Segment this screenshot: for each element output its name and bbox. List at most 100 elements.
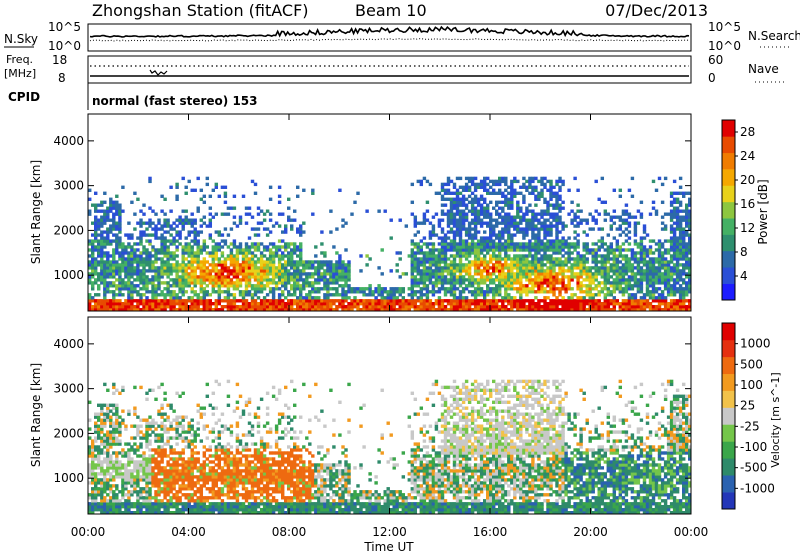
heatmap-cell bbox=[486, 245, 490, 249]
heatmap-cell bbox=[534, 203, 538, 207]
heatmap-cell bbox=[489, 233, 493, 237]
heatmap-cell bbox=[510, 224, 514, 228]
heatmap-cell bbox=[470, 275, 475, 279]
heatmap-cell bbox=[136, 266, 140, 270]
heatmap-cell bbox=[507, 275, 511, 279]
heatmap-cell bbox=[537, 239, 541, 243]
heatmap-cell bbox=[549, 302, 553, 306]
heatmap-cell bbox=[609, 302, 614, 306]
heatmap-cell bbox=[112, 233, 116, 237]
heatmap-cell bbox=[540, 239, 544, 243]
heatmap-cell bbox=[678, 278, 683, 282]
heatmap-cell bbox=[154, 233, 158, 237]
heatmap-cell bbox=[455, 191, 460, 195]
heatmap-cell bbox=[540, 272, 544, 276]
colorbar-swatch bbox=[722, 152, 735, 170]
heatmap-cell bbox=[320, 275, 324, 279]
heatmap-cell bbox=[525, 269, 529, 273]
heatmap-cell bbox=[235, 272, 240, 276]
heatmap-cell bbox=[196, 302, 200, 306]
heatmap-cell bbox=[175, 260, 179, 264]
heatmap-cell bbox=[501, 221, 505, 225]
heatmap-cell bbox=[238, 248, 243, 252]
heatmap-cell bbox=[187, 278, 191, 282]
heatmap-cell bbox=[193, 299, 197, 303]
heatmap-cell bbox=[253, 272, 258, 276]
heatmap-cell bbox=[377, 284, 381, 288]
heatmap-cell bbox=[256, 242, 261, 246]
heatmap-cell bbox=[564, 269, 568, 273]
heatmap-cell bbox=[678, 251, 683, 255]
heatmap-cell bbox=[549, 245, 553, 249]
heatmap-cell bbox=[293, 290, 297, 294]
heatmap-cell bbox=[672, 179, 677, 184]
heatmap-cell bbox=[534, 188, 538, 192]
heatmap-cell bbox=[259, 221, 264, 225]
heatmap-cell bbox=[504, 182, 508, 187]
heatmap-cell bbox=[579, 296, 583, 300]
heatmap-cell bbox=[368, 299, 372, 303]
heatmap-cell bbox=[256, 287, 261, 291]
heatmap-cell bbox=[413, 269, 418, 273]
heatmap-cell bbox=[244, 272, 249, 276]
heatmap-cell bbox=[299, 296, 303, 300]
heatmap-cell bbox=[235, 260, 240, 264]
heatmap-cell bbox=[160, 272, 164, 276]
heatmap-cell bbox=[299, 248, 303, 252]
heatmap-cell bbox=[344, 278, 348, 282]
heatmap-cell bbox=[287, 251, 291, 255]
heatmap-cell bbox=[259, 275, 264, 279]
heatmap-cell bbox=[618, 269, 623, 273]
heatmap-cell bbox=[244, 266, 249, 270]
heatmap-cell bbox=[229, 272, 234, 276]
heatmap-cell bbox=[284, 287, 288, 291]
heatmap-cell bbox=[281, 254, 285, 258]
heatmap-cell bbox=[317, 308, 321, 312]
heatmap-cell bbox=[516, 275, 520, 279]
heatmap-cell bbox=[618, 218, 623, 222]
heatmap-cell bbox=[187, 263, 191, 267]
heatmap-cell bbox=[205, 302, 210, 306]
heatmap-cell bbox=[615, 215, 620, 219]
heatmap-cell bbox=[326, 287, 330, 291]
heatmap-cell bbox=[564, 284, 568, 288]
heatmap-cell bbox=[184, 248, 188, 252]
heatmap-cell bbox=[299, 233, 303, 237]
heatmap-cell bbox=[193, 257, 197, 261]
heatmap-cell bbox=[464, 299, 469, 303]
heatmap-cell bbox=[347, 272, 351, 276]
heatmap-cell bbox=[296, 275, 300, 279]
heatmap-cell bbox=[187, 296, 191, 300]
heatmap-cell bbox=[124, 305, 128, 309]
heatmap-cell bbox=[112, 496, 116, 500]
heatmap-cell bbox=[262, 254, 267, 258]
heatmap-cell bbox=[109, 463, 113, 467]
heatmap-cell bbox=[534, 236, 538, 240]
heatmap-cell bbox=[193, 266, 197, 270]
heatmap-cell bbox=[142, 233, 146, 237]
heatmap-cell bbox=[118, 421, 122, 425]
heatmap-cell bbox=[284, 242, 288, 246]
heatmap-cell bbox=[473, 272, 478, 276]
heatmap-cell bbox=[118, 391, 122, 395]
heatmap-cell bbox=[588, 287, 592, 291]
heatmap-cell bbox=[642, 236, 647, 240]
heatmap-cell bbox=[97, 436, 101, 440]
heatmap-cell bbox=[121, 266, 125, 270]
heatmap-cell bbox=[193, 236, 197, 240]
heatmap-cell bbox=[600, 260, 605, 264]
heatmap-cell bbox=[178, 287, 182, 291]
heatmap-cell bbox=[166, 281, 170, 285]
heatmap-cell bbox=[284, 302, 288, 306]
heatmap-cell bbox=[271, 296, 276, 300]
heatmap-cell bbox=[265, 281, 270, 285]
heatmap-cell bbox=[118, 475, 122, 479]
heatmap-cell bbox=[672, 242, 677, 246]
heatmap-cell bbox=[103, 245, 107, 249]
heatmap-cell bbox=[624, 272, 629, 276]
heatmap-cell bbox=[130, 290, 134, 294]
heatmap-cell bbox=[202, 245, 207, 249]
heatmap-cell bbox=[145, 227, 149, 231]
heatmap-cell bbox=[645, 248, 650, 252]
heatmap-cell bbox=[335, 251, 339, 255]
